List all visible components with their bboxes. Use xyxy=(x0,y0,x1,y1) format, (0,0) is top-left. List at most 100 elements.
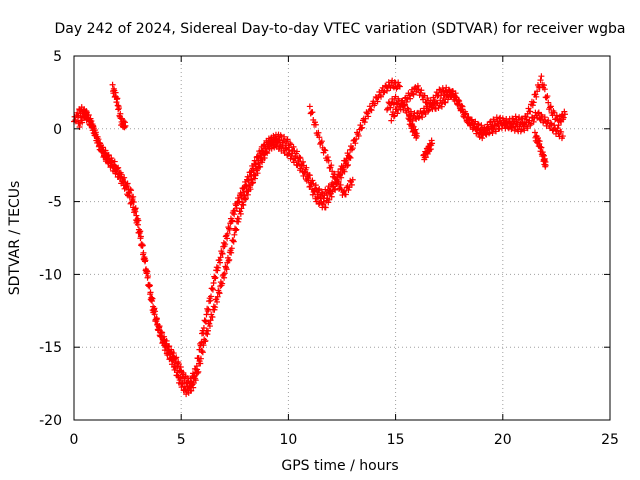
data-point xyxy=(200,342,207,349)
data-point xyxy=(530,99,537,106)
data-point xyxy=(344,162,351,169)
data-point xyxy=(209,314,216,321)
data-point xyxy=(205,327,211,334)
data-point xyxy=(207,317,214,324)
data-point xyxy=(558,128,565,135)
data-point xyxy=(337,181,344,188)
data-point xyxy=(141,254,148,261)
data-point xyxy=(180,369,187,376)
data-point xyxy=(394,110,401,117)
data-point xyxy=(332,186,339,193)
data-point xyxy=(240,189,247,196)
series-track-f xyxy=(388,82,566,142)
data-point xyxy=(331,171,338,178)
data-point xyxy=(512,113,519,120)
data-point xyxy=(429,140,436,147)
data-point xyxy=(87,115,94,122)
data-point xyxy=(315,129,322,136)
data-point xyxy=(529,102,536,109)
data-point xyxy=(424,150,431,157)
data-point xyxy=(407,116,414,123)
y-axis-label: SDTVAR / TECUs xyxy=(7,181,23,296)
data-point xyxy=(540,151,547,158)
data-point xyxy=(224,230,231,237)
data-point xyxy=(173,354,180,361)
data-point xyxy=(111,162,118,169)
data-point xyxy=(226,226,233,233)
data-point xyxy=(341,187,348,194)
data-point xyxy=(254,153,261,160)
data-point xyxy=(456,98,463,105)
data-point xyxy=(215,264,222,271)
data-point xyxy=(540,82,547,89)
data-point xyxy=(537,77,544,84)
data-point xyxy=(145,281,152,288)
data-point xyxy=(147,291,154,298)
data-point xyxy=(527,108,534,115)
data-point xyxy=(348,181,355,188)
data-point xyxy=(368,107,375,114)
data-point xyxy=(338,174,345,181)
data-point xyxy=(137,235,144,242)
data-point xyxy=(214,298,221,305)
data-point xyxy=(223,266,230,273)
data-point xyxy=(235,218,242,225)
data-point xyxy=(143,267,150,274)
data-point xyxy=(169,357,176,364)
data-point xyxy=(295,157,302,164)
data-point xyxy=(299,158,306,165)
data-point xyxy=(116,105,123,112)
data-point xyxy=(298,162,305,169)
data-point xyxy=(436,86,443,93)
data-point xyxy=(282,145,289,152)
data-point xyxy=(215,289,222,296)
data-point xyxy=(468,116,475,123)
data-point xyxy=(109,81,116,88)
data-point xyxy=(113,166,120,173)
data-point xyxy=(149,298,156,305)
data-point xyxy=(547,120,554,127)
data-point xyxy=(425,107,432,114)
data-point xyxy=(167,351,174,358)
data-point xyxy=(199,348,206,355)
data-point xyxy=(129,197,136,204)
axis-ticks xyxy=(73,55,611,421)
data-point xyxy=(172,365,179,372)
data-point xyxy=(139,242,146,249)
plot-frame xyxy=(73,55,611,421)
data-point xyxy=(199,349,206,356)
data-series xyxy=(71,73,568,398)
data-point xyxy=(101,149,108,156)
data-point xyxy=(188,387,195,394)
data-point xyxy=(229,217,236,224)
data-point xyxy=(525,105,532,112)
data-point xyxy=(217,254,224,261)
data-point xyxy=(79,119,86,126)
data-point xyxy=(412,126,419,133)
data-point xyxy=(330,183,337,190)
series-track-b xyxy=(75,109,354,398)
data-point xyxy=(95,143,102,150)
data-point xyxy=(521,127,528,134)
data-point xyxy=(551,122,558,129)
data-point xyxy=(324,154,331,161)
data-point xyxy=(541,114,548,121)
data-point xyxy=(174,369,181,376)
data-point xyxy=(531,129,538,136)
data-point xyxy=(534,88,541,95)
data-point xyxy=(125,189,132,196)
data-point xyxy=(233,202,240,209)
data-point xyxy=(535,137,542,144)
data-point xyxy=(241,192,248,199)
data-point xyxy=(538,144,545,151)
data-point xyxy=(352,140,359,147)
data-point xyxy=(132,208,139,215)
data-point xyxy=(230,237,237,244)
data-point xyxy=(289,150,296,157)
data-point xyxy=(390,113,397,120)
data-point xyxy=(489,129,496,136)
data-point xyxy=(303,164,310,171)
data-point xyxy=(146,282,153,289)
data-point xyxy=(544,93,551,100)
